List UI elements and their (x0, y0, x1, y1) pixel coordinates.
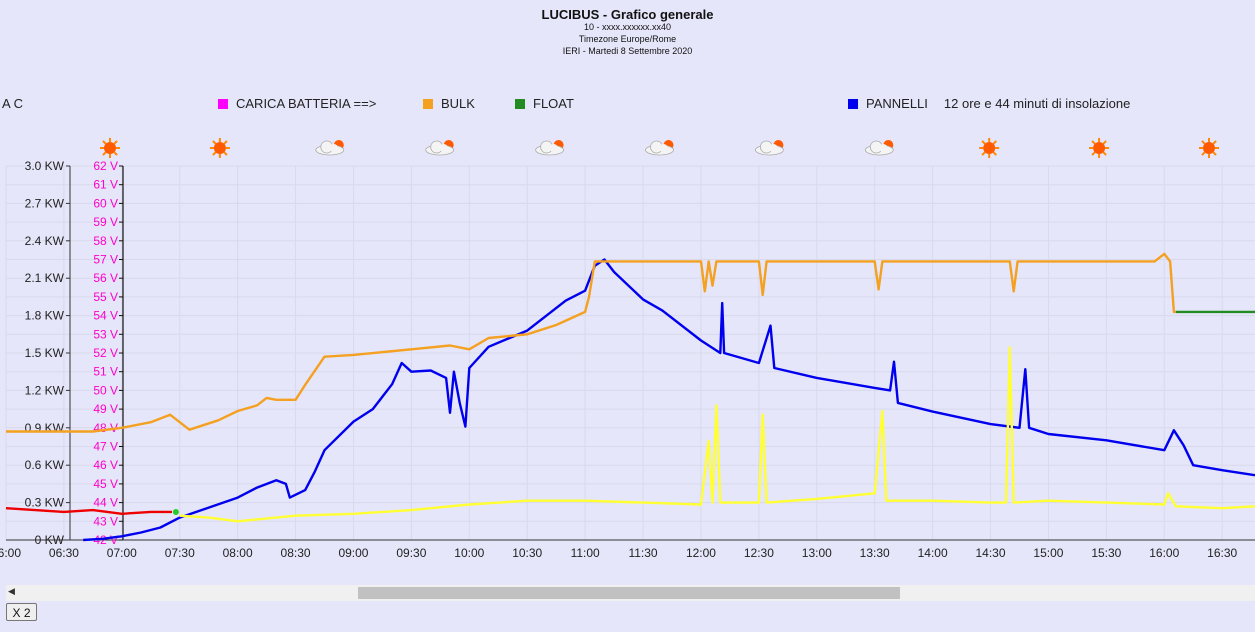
power-tick-label: 0.3 KW (25, 496, 65, 510)
x-tick-label: 11:30 (628, 546, 657, 560)
x-tick-label: 11:00 (571, 546, 600, 560)
voltage-tick-label: 54 V (93, 309, 118, 323)
series-bulk (6, 252, 1176, 433)
x-tick-label: 14:00 (918, 546, 948, 560)
legend-item-pannelli[interactable]: PANNELLI 12 ore e 44 minuti di insolazion… (848, 96, 1130, 111)
legend-label: BULK (441, 96, 475, 111)
voltage-tick-label: 56 V (93, 271, 118, 285)
x-tick-label: 12:00 (686, 546, 716, 560)
transition-marker (172, 508, 179, 515)
x-tick-label: 12:30 (744, 546, 774, 560)
voltage-tick-label: 62 V (93, 159, 118, 173)
insolation-text: 12 ore e 44 minuti di insolazione (943, 96, 1131, 111)
power-tick-label: 0 KW (35, 533, 65, 547)
sun-icon (100, 138, 120, 158)
power-tick-label: 1.8 KW (25, 309, 65, 323)
voltage-tick-label: 60 V (93, 196, 118, 210)
chart-title: LUCIBUS - Grafico generale (541, 7, 714, 22)
voltage-tick-label: 50 V (93, 383, 118, 397)
voltage-tick-label: 57 V (93, 253, 118, 267)
voltage-tick-label: 46 V (93, 458, 118, 472)
legend-item-bulk[interactable]: BULK (423, 96, 475, 111)
cloud-sun-icon (864, 140, 894, 156)
power-tick-label: 2.1 KW (25, 271, 65, 285)
x-tick-label: 07:30 (165, 546, 195, 560)
series-unlabelled-3 (5, 507, 172, 515)
horizontal-scrollbar[interactable]: ◀ (6, 585, 1255, 601)
voltage-tick-label: 45 V (93, 477, 118, 491)
x-tick-label: 07:00 (107, 546, 137, 560)
x-tick-label: 06:30 (49, 546, 79, 560)
x-tick-label: 15:00 (1033, 546, 1063, 560)
voltage-tick-label: 61 V (93, 178, 118, 192)
legend-swatch (423, 98, 433, 109)
sun-icon (979, 138, 1000, 158)
cloud-sun-icon (535, 140, 564, 156)
voltage-tick-label: 47 V (93, 440, 118, 454)
power-tick-label: 2.4 KW (25, 234, 65, 248)
x-tick-label: 13:00 (802, 546, 832, 560)
cloud-sun-icon (315, 140, 345, 156)
cloud-sun-icon (425, 140, 455, 156)
scroll-left-arrow-icon[interactable]: ◀ (8, 586, 15, 596)
timezone-label: Timezone Europe/Rome (578, 34, 677, 44)
legend-swatch (218, 98, 228, 109)
x-tick-label: 08:30 (281, 546, 311, 560)
scrollbar-thumb[interactable] (358, 587, 900, 599)
legend-label: CARICA BATTERIA ==> (236, 96, 377, 111)
voltage-tick-label: 59 V (93, 215, 118, 229)
legend-label: PANNELLI (866, 96, 928, 111)
x-tick-label: 09:30 (396, 546, 426, 560)
voltage-tick-label: 52 V (93, 346, 118, 360)
x-tick-label: 16:00 (1149, 546, 1179, 560)
legend-item-cut[interactable]: A C (2, 96, 23, 111)
cloud-sun-icon (755, 140, 784, 156)
legend-item-float[interactable]: FLOAT (515, 96, 574, 111)
series-pannelli (83, 258, 1255, 542)
zoom-button[interactable]: X 2 (6, 603, 37, 621)
series-unlabelled-4 (179, 346, 1255, 523)
voltage-tick-label: 51 V (93, 365, 118, 379)
x-tick-label: 14:30 (976, 546, 1006, 560)
x-tick-label: 10:00 (454, 546, 484, 560)
voltage-tick-label: 55 V (93, 290, 118, 304)
voltage-tick-label: 49 V (93, 402, 118, 416)
voltage-tick-label: 53 V (93, 327, 118, 341)
x-tick-label: 15:30 (1091, 546, 1121, 560)
sun-icon (1089, 138, 1110, 158)
power-tick-label: 1.5 KW (25, 346, 65, 360)
x-tick-label: 10:30 (512, 546, 542, 560)
legend-label: A C (2, 96, 23, 111)
voltage-tick-label: 43 V (93, 514, 118, 528)
x-tick-label: 08:00 (223, 546, 253, 560)
x-tick-label: 16:30 (1207, 546, 1237, 560)
power-tick-label: 3.0 KW (25, 159, 65, 173)
cloud-sun-icon (645, 140, 674, 156)
power-tick-label: 2.7 KW (25, 196, 65, 210)
power-tick-label: 0.6 KW (25, 458, 65, 472)
x-tick-label: 09:00 (338, 546, 368, 560)
legend-item-carica[interactable]: CARICA BATTERIA ==> (218, 96, 376, 111)
x-tick-label: 13:30 (860, 546, 890, 560)
sun-icon (1199, 138, 1219, 158)
voltage-tick-label: 58 V (93, 234, 118, 248)
power-tick-label: 1.2 KW (25, 383, 65, 397)
date-label: IERI - Martedi 8 Settembre 2020 (562, 46, 693, 56)
legend-label: FLOAT (533, 96, 574, 111)
voltage-tick-label: 44 V (93, 496, 118, 510)
legend-swatch (515, 98, 525, 109)
sun-icon (209, 138, 230, 158)
device-id: 10 - xxxx.xxxxxx.xx40 (583, 22, 672, 32)
legend-swatch (848, 98, 858, 109)
x-tick-label: 06:00 (0, 546, 21, 560)
